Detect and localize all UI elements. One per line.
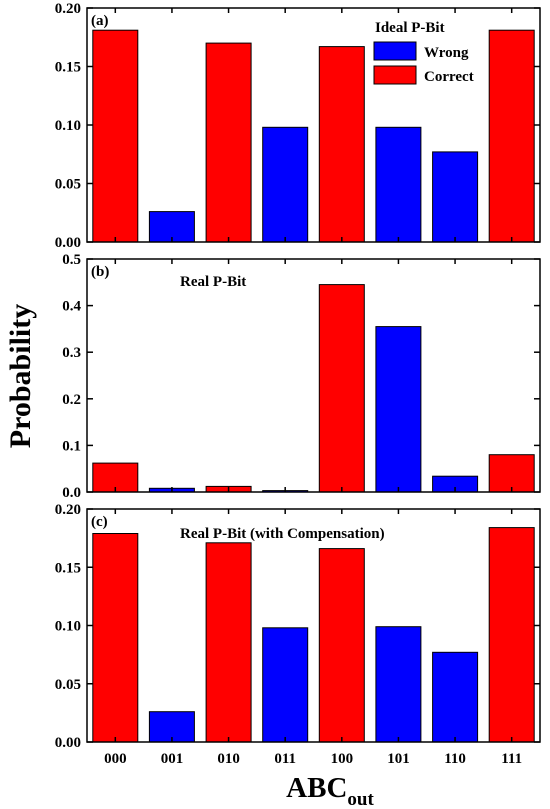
y-tick-label: 0.10 (55, 619, 81, 635)
bar-001 (148, 211, 195, 243)
x-tick-label: 011 (274, 751, 296, 767)
y-tick-label: 0.4 (62, 299, 81, 315)
bar-010 (205, 42, 252, 243)
y-tick-label: 0.05 (55, 677, 81, 693)
bar-010 (205, 542, 252, 743)
bar-111 (488, 527, 535, 743)
chart-panel-2: 0.00 0.05 0.10 0.15 0.20 (c) Real P-Bit (with … (55, 502, 541, 767)
bar-110 (432, 151, 479, 243)
y-tick-label: 0.0 (62, 485, 81, 501)
plot-frame (86, 258, 541, 493)
legend-swatch-wrong (373, 41, 417, 61)
x-tick-label: 111 (501, 751, 522, 767)
y-tick-label: 0.10 (55, 118, 81, 134)
bar-101 (375, 326, 422, 493)
bar-000 (92, 533, 139, 743)
bar-101 (375, 126, 422, 243)
bar-011 (262, 627, 309, 743)
bar-001 (148, 711, 195, 743)
y-tick-label: 0.05 (55, 177, 81, 193)
panel-label: (c) (91, 514, 108, 530)
bar-110 (432, 651, 479, 743)
panel-title: Ideal P-Bit (375, 20, 445, 36)
y-tick-label: 0.2 (62, 392, 81, 408)
legend-swatch-correct (373, 65, 417, 85)
bar-011 (262, 126, 309, 243)
chart-panel-0: 0.00 0.05 0.10 0.15 0.20 (a) Ideal P-Bit Wrong C… (55, 1, 541, 251)
y-tick-label: 0.20 (55, 502, 81, 518)
x-tick-label: 100 (331, 751, 354, 767)
panel-title: Real P-Bit (with Compensation) (180, 526, 385, 542)
x-axis-title-main: ABC (286, 772, 347, 804)
y-tick-label: 0.00 (55, 235, 81, 251)
x-tick-label: 101 (387, 751, 410, 767)
legend-label-correct: Correct (424, 69, 474, 85)
panel-label: (a) (91, 13, 109, 29)
legend-label-wrong: Wrong (424, 45, 469, 61)
y-axis-title: Probability (4, 304, 37, 448)
bar-111 (488, 454, 535, 493)
y-tick-label: 0.20 (55, 1, 81, 17)
y-tick-label: 0.00 (55, 735, 81, 751)
panel-title: Real P-Bit (180, 274, 246, 290)
y-tick-label: 0.1 (62, 438, 81, 454)
bar-000 (92, 29, 139, 243)
x-tick-label: 010 (217, 751, 240, 767)
y-tick-label: 0.3 (62, 345, 81, 361)
bar-100 (318, 284, 365, 493)
panel-label: (b) (91, 264, 109, 280)
bar-111 (488, 29, 535, 243)
y-tick-label: 0.5 (62, 252, 81, 268)
chart-panel-1: 0.0 0.1 0.2 0.3 0.4 0.5 (b) Real P-Bit (62, 252, 541, 501)
bar-101 (375, 626, 422, 743)
x-axis-title: ABCout (286, 772, 374, 809)
bar-100 (318, 46, 365, 243)
x-axis-title-subscript: out (347, 789, 374, 809)
x-tick-label: 000 (104, 751, 127, 767)
y-tick-label: 0.15 (55, 560, 81, 576)
y-tick-label: 0.15 (55, 60, 81, 76)
x-tick-label: 001 (161, 751, 184, 767)
bar-100 (318, 548, 365, 743)
x-tick-label: 110 (444, 751, 466, 767)
